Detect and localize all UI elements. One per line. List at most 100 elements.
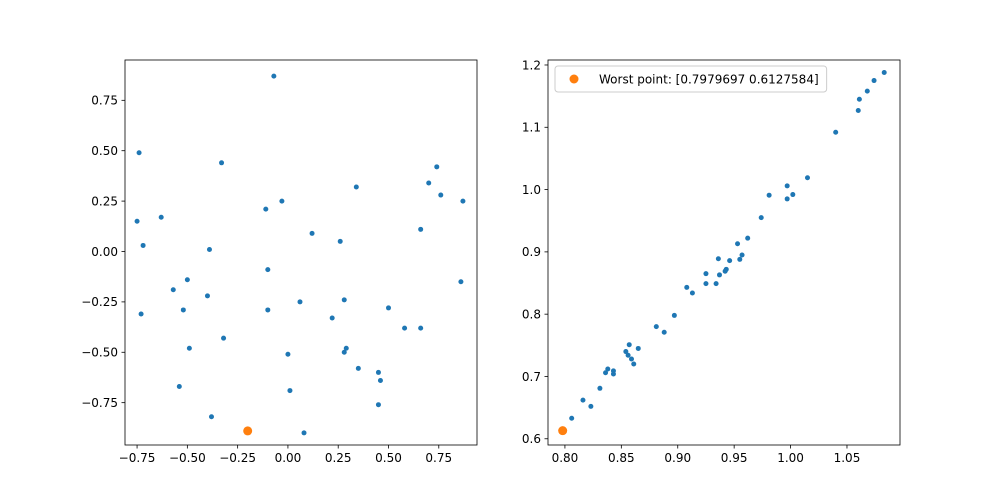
scatter-point-1-23	[716, 272, 722, 278]
x-tick-label-1-0: 0.80	[552, 451, 579, 465]
scatter-point-0-0	[271, 73, 277, 79]
scatter-point-1-22	[715, 256, 721, 262]
scatter-point-0-33	[343, 345, 349, 351]
x-tick-label-0-3: 0.00	[275, 451, 302, 465]
scatter-point-1-11	[628, 356, 634, 362]
scatter-point-1-25	[723, 266, 729, 272]
x-tick-label-0-0: −0.75	[119, 451, 156, 465]
scatter-point-0-25	[297, 299, 303, 305]
legend-marker	[569, 74, 579, 84]
y-tick-label-1-1: 0.7	[522, 370, 541, 384]
scatter-point-1-38	[855, 107, 861, 113]
legend-box	[554, 65, 828, 93]
worst-point-marker-1-0	[558, 426, 568, 436]
y-tick-label-0-6: 0.75	[91, 94, 118, 108]
scatter-point-0-42	[208, 414, 214, 420]
scatter-point-0-14	[434, 164, 440, 170]
y-tick-label-1-4: 1.0	[522, 183, 541, 197]
scatter-point-1-40	[864, 88, 870, 94]
scatter-point-1-12	[631, 361, 637, 367]
y-tick-label-0-1: −0.50	[81, 346, 118, 360]
scatter-point-0-24	[265, 307, 271, 313]
scatter-point-0-11	[337, 238, 343, 244]
scatter-point-1-5	[605, 366, 611, 372]
scatter-point-0-23	[180, 307, 186, 313]
scatter-point-1-18	[689, 290, 695, 296]
scatter-point-1-2	[588, 403, 594, 409]
x-tick-label-1-2: 0.90	[664, 451, 691, 465]
legend-label: Worst point: [0.7979697 0.6127584]	[599, 73, 819, 87]
x-tick-label-0-4: 0.25	[325, 451, 352, 465]
x-tick-label-1-1: 0.85	[608, 451, 635, 465]
y-tick-label-1-3: 0.9	[522, 245, 541, 259]
scatter-point-1-3	[597, 385, 603, 391]
y-tick-label-1-0: 0.6	[522, 432, 541, 446]
scatter-point-0-28	[329, 315, 335, 321]
y-tick-label-0-4: 0.25	[91, 194, 118, 208]
scatter-point-0-35	[285, 351, 291, 357]
scatter-point-1-37	[833, 129, 839, 135]
scatter-point-1-0	[569, 415, 575, 421]
scatter-point-1-29	[739, 252, 745, 258]
scatter-point-0-34	[341, 349, 347, 355]
scatter-point-1-14	[653, 324, 659, 330]
scatter-point-0-27	[386, 305, 391, 311]
scatter-point-1-16	[671, 312, 677, 318]
scatter-point-0-5	[219, 160, 225, 166]
x-tick-label-0-6: 0.75	[425, 451, 452, 465]
y-tick-label-0-0: −0.75	[81, 396, 118, 410]
scatter-point-0-8	[206, 246, 212, 252]
scatter-point-0-21	[204, 293, 210, 299]
scatter-point-0-20	[170, 287, 176, 293]
scatter-point-0-7	[279, 198, 285, 204]
scatter-point-1-33	[784, 183, 790, 189]
scatter-point-1-19	[703, 271, 709, 277]
x-tick-label-1-4: 1.00	[777, 451, 804, 465]
scatter-point-0-12	[418, 226, 424, 232]
scatter-point-0-4	[158, 214, 164, 220]
scatter-point-1-10	[626, 342, 632, 348]
worst-point-marker-0-0	[243, 426, 253, 436]
y-tick-label-0-3: 0.00	[91, 245, 118, 259]
x-tick-label-0-2: −0.25	[219, 451, 256, 465]
axes-frame-1	[547, 59, 901, 446]
scatter-point-0-43	[301, 430, 307, 436]
scatter-point-0-1	[136, 150, 142, 156]
x-tick-label-0-5: 0.50	[375, 451, 402, 465]
scatter-point-1-7	[610, 371, 616, 377]
left-scatter-panel: −0.75 −0.50 −0.25 0.00 0.25 0.50 0.75 −0.75 −0.5…	[81, 59, 478, 465]
scatter-point-1-15	[661, 329, 667, 335]
scatter-point-1-42	[881, 69, 887, 75]
legend: Worst point: [0.7979697 0.6127584]	[554, 65, 828, 93]
y-tick-label-0-2: −0.25	[81, 295, 118, 309]
scatter-point-1-27	[735, 241, 741, 247]
scatter-point-1-28	[737, 256, 743, 262]
scatter-point-0-29	[402, 325, 408, 331]
scatter-point-1-20	[703, 281, 709, 287]
scatter-point-0-9	[309, 230, 315, 236]
scatter-point-0-18	[265, 267, 271, 273]
scatter-point-1-34	[784, 196, 790, 202]
y-tick-label-1-6: 1.2	[522, 58, 541, 72]
scatter-point-0-2	[134, 218, 140, 224]
scatter-point-0-22	[138, 311, 144, 317]
scatter-point-1-26	[727, 258, 733, 264]
y-tick-label-1-2: 0.8	[522, 307, 541, 321]
y-tick-label-1-5: 1.1	[522, 121, 541, 135]
scatter-point-0-15	[438, 192, 444, 198]
axes-frame-0	[124, 59, 478, 446]
scatter-point-0-36	[355, 365, 361, 371]
scatter-point-1-21	[713, 281, 719, 287]
scatter-point-1-4	[603, 370, 609, 376]
scatter-point-0-31	[221, 335, 227, 341]
scatter-point-1-17	[684, 284, 690, 290]
scatter-point-0-16	[460, 198, 466, 204]
scatter-point-1-39	[856, 96, 862, 102]
x-tick-label-1-5: 1.05	[834, 451, 861, 465]
scatter-point-1-9	[625, 352, 631, 358]
scatter-point-1-31	[758, 215, 764, 221]
scatter-point-0-38	[377, 378, 383, 383]
scatter-point-0-41	[375, 402, 381, 408]
